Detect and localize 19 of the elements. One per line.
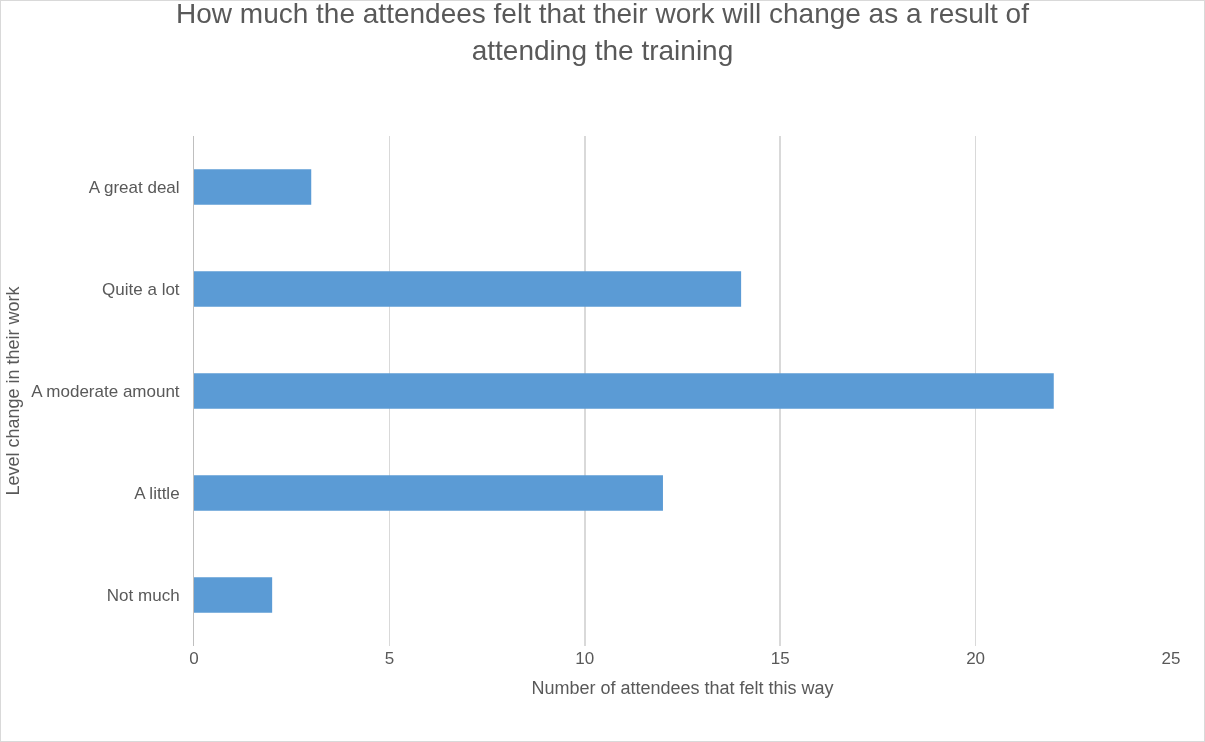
bar [194, 271, 742, 307]
x-tick-label: 5 [384, 649, 395, 668]
y-tick-label: Quite a lot [102, 279, 180, 299]
y-tick-label: A great deal [88, 177, 180, 197]
bar [194, 169, 312, 205]
x-tick-label: 20 [966, 649, 986, 668]
x-tick-label: 10 [575, 649, 595, 668]
x-tick-label: 0 [189, 649, 199, 668]
x-axis-title: Number of attendees that felt this way [531, 678, 834, 699]
x-tick-label: 25 [1161, 649, 1181, 668]
bar [194, 475, 663, 511]
y-tick-label: A moderate amount [31, 381, 180, 401]
bar [194, 373, 1054, 409]
x-tick-label: 15 [770, 649, 790, 668]
chart-title: How much the attendees felt that their work will change as a result of attending the training [176, 0, 1030, 66]
y-tick-label: Not much [106, 585, 180, 605]
y-axis-title: Level change in their work [3, 285, 24, 496]
bar [194, 577, 273, 613]
y-tick-label: A little [134, 483, 180, 503]
